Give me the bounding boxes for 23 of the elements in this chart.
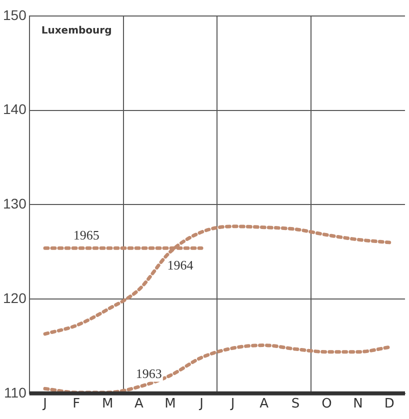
y-tick-label: 130 <box>3 196 27 212</box>
x-tick-label: J <box>198 396 204 412</box>
y-tick-label: 110 <box>4 384 27 400</box>
line-series <box>43 344 392 394</box>
x-tick-label: J <box>42 396 47 412</box>
x-tick-label: S <box>291 396 300 412</box>
text: Luxembourg <box>41 26 112 37</box>
series-label: 1964 <box>167 257 194 272</box>
x-tick-label: D <box>384 396 394 412</box>
y-tick-label: 120 <box>3 290 27 306</box>
x-tick-label: A <box>260 396 269 412</box>
x-tick-label: N <box>353 396 363 412</box>
x-tick-label: M <box>164 396 176 412</box>
line-series <box>43 224 392 336</box>
y-tick-label: 140 <box>3 101 27 118</box>
x-tick-label: A <box>134 396 144 412</box>
x-tick-label: M <box>102 396 114 412</box>
x-tick-label: O <box>322 396 332 412</box>
x-tick-label: F <box>72 396 80 412</box>
series-label: 1965 <box>73 228 100 243</box>
y-tick-label: 150 <box>3 6 27 23</box>
series-label: 1963 <box>136 366 162 382</box>
x-tick-label: J <box>230 396 235 412</box>
